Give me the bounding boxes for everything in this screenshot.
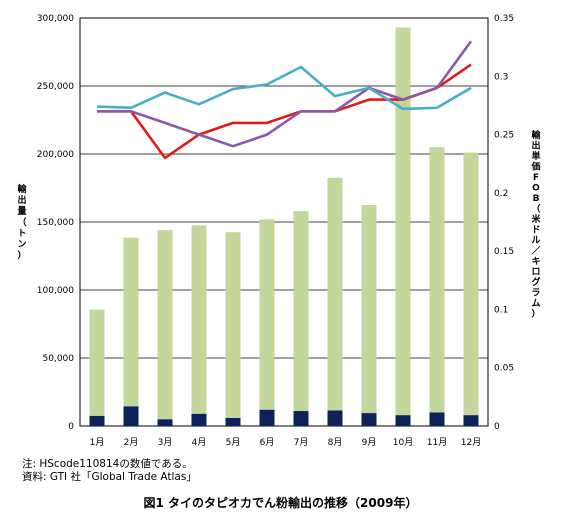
bar-segment: [361, 413, 377, 426]
left-tick-label: 150,000: [37, 218, 74, 228]
gridlines: [80, 85, 488, 359]
right-tick-label: 0.15: [494, 247, 514, 257]
bar-segment: [327, 410, 343, 426]
right-tick-label: 0.1: [494, 305, 508, 315]
right-axis-title: 輸出単価 F O B （米ドル／キログラム）: [530, 129, 541, 320]
bars: [89, 27, 479, 426]
x-tick-label: 9月: [362, 437, 377, 448]
x-tick-label: 1月: [90, 437, 105, 448]
x-tick-label: 8月: [328, 437, 343, 448]
bar-segment: [157, 230, 173, 420]
x-tick-label: 6月: [260, 437, 275, 448]
bar-segment: [463, 152, 479, 416]
figure-caption: 図1 タイのタピオカでん粉輸出の推移（2009年）: [143, 496, 418, 510]
x-tick-label: 4月: [192, 437, 207, 448]
x-tick-label: 5月: [226, 437, 241, 448]
bar-segment: [123, 406, 139, 426]
bar-segment: [225, 232, 241, 418]
bar-segment: [327, 177, 343, 411]
right-tick-label: 0.35: [494, 14, 514, 24]
bar-segment: [259, 219, 275, 410]
right-tick-label: 0.2: [494, 189, 508, 199]
left-tick-label: 200,000: [37, 150, 74, 160]
right-tick-label: 0.05: [494, 364, 514, 374]
left-tick-label: 0: [68, 422, 74, 432]
left-tick-label: 250,000: [37, 82, 74, 92]
bar-segment: [429, 412, 445, 426]
x-tick-label: 11月: [427, 437, 447, 448]
chart: 0 50,000 100,000 150,000 200,000 250,000 300,0…: [17, 14, 541, 448]
left-axis-title: 輸出量（トン）: [17, 183, 27, 261]
bar-segment: [191, 225, 207, 414]
price-lines: [96, 40, 473, 160]
price-line: [96, 65, 472, 111]
x-tick-label: 3月: [158, 437, 173, 448]
left-tick-label: 50,000: [43, 354, 75, 364]
bar-segment: [293, 411, 309, 426]
x-axis-ticks: 1月 2月 3月 4月 5月 6月 7月 8月 9月 10月 11月 12月: [90, 437, 482, 448]
bar-segment: [293, 211, 309, 412]
bar-segment: [191, 413, 207, 426]
price-line: [97, 40, 473, 148]
bar-segment: [157, 419, 173, 426]
left-tick-label: 100,000: [37, 286, 74, 296]
x-tick-label: 7月: [294, 437, 309, 448]
left-tick-label: 300,000: [37, 14, 74, 24]
right-tick-label: 0.25: [494, 131, 514, 141]
left-axis-title-text: 輸出量（トン）: [17, 183, 27, 261]
x-tick-label: 12月: [461, 437, 481, 448]
bar-segment: [395, 415, 411, 426]
right-tick-label: 0: [494, 422, 500, 432]
bar-segment: [225, 417, 241, 426]
source-note: 資料: GTI 社「Global Trade Atlas」: [22, 471, 197, 483]
x-tick-label: 2月: [124, 437, 139, 448]
bar-segment: [361, 205, 377, 414]
right-tick-label: 0.3: [494, 72, 508, 82]
left-axis-ticks: 0 50,000 100,000 150,000 200,000 250,000 300,0…: [37, 14, 74, 432]
bar-segment: [259, 409, 275, 426]
bar-segment: [89, 309, 105, 416]
bar-segment: [123, 237, 139, 407]
bar-segment: [429, 147, 445, 413]
bar-segment: [89, 415, 105, 426]
x-tick-label: 10月: [393, 437, 413, 448]
footnote: 注: HScode110814の数値である。: [22, 458, 193, 470]
right-axis-ticks: 0 0.05 0.1 0.15 0.2 0.25 0.3 0.35: [494, 14, 514, 432]
right-axis-title-text: 輸出単価 F O B （米ドル／キログラム）: [530, 129, 541, 320]
bar-segment: [463, 415, 479, 426]
bar-segment: [395, 27, 411, 416]
